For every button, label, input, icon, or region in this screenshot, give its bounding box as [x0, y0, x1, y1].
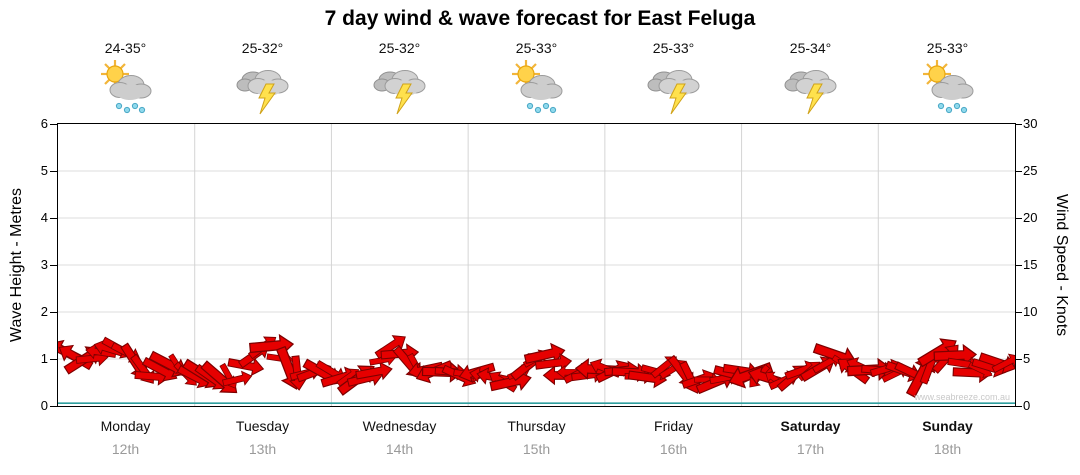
- axis-tick-mark-left: [50, 265, 57, 266]
- rain-drops-icon: [115, 102, 145, 114]
- axis-tick-mark-right: [1015, 312, 1022, 313]
- day-date: 12th: [111, 441, 140, 457]
- day-date-row: 12th 13th 14th 15th 16th 17th 18th: [57, 441, 1016, 457]
- wind-arrow: [227, 357, 265, 377]
- weather-icon: [331, 58, 468, 118]
- axis-tick-label-left: 5: [40, 163, 48, 178]
- temperature-range: 25-33°: [515, 40, 558, 56]
- weather-icon: [468, 58, 605, 118]
- wind-arrow: [933, 343, 978, 367]
- cloud-lightning-icon: [236, 70, 288, 115]
- wind-arrow: [534, 352, 573, 372]
- axis-tick-label-right: 30: [1023, 116, 1038, 131]
- sun-cloud-rain-icon: [922, 60, 973, 114]
- axis-tick-mark-right: [1015, 218, 1022, 219]
- axis-tick-mark-left: [50, 171, 57, 172]
- axis-tick-mark-left: [50, 359, 57, 360]
- cloud-icon: [109, 75, 151, 100]
- axis-tick-mark-right: [1015, 265, 1022, 266]
- axis-tick-label-right: 10: [1023, 304, 1038, 319]
- cloud-lightning-icon: [784, 70, 836, 115]
- temperature-row: 24-35° 25-32° 25-32° 25-33° 25-33° 25-34…: [57, 40, 1016, 56]
- day-date: 13th: [248, 441, 277, 457]
- axis-tick-mark-right: [1015, 124, 1022, 125]
- day-date: 16th: [659, 441, 688, 457]
- temperature-range: 25-33°: [652, 40, 695, 56]
- cloud-icon: [931, 75, 973, 100]
- day-date: 14th: [385, 441, 414, 457]
- right-axis-label: Wind Speed - Knots: [1053, 193, 1070, 337]
- weather-icon: [57, 58, 194, 118]
- day-name: Monday: [100, 418, 151, 434]
- temperature-range: 25-33°: [926, 40, 969, 56]
- axis-tick-label-left: 4: [40, 210, 48, 225]
- lightning-bolt-icon: [668, 83, 687, 115]
- weather-icon: [879, 58, 1016, 118]
- axis-tick-mark-right: [1015, 359, 1022, 360]
- axis-tick-label-left: 2: [40, 304, 48, 319]
- weather-icon: [194, 58, 331, 118]
- weather-icon-row: [57, 58, 1016, 118]
- day-date: 15th: [522, 441, 551, 457]
- axis-tick-label-left: 0: [40, 398, 48, 413]
- temperature-range: 25-32°: [378, 40, 421, 56]
- axis-tick-label-right: 25: [1023, 163, 1038, 178]
- axis-tick-label-right: 15: [1023, 257, 1038, 272]
- day-date: 17th: [796, 441, 825, 457]
- day-name: Friday: [654, 418, 693, 434]
- axis-tick-mark-left: [50, 218, 57, 219]
- sun-cloud-rain-icon: [100, 60, 151, 114]
- lightning-bolt-icon: [257, 83, 276, 115]
- wind-arrow: [221, 370, 253, 387]
- sun-cloud-rain-icon: [511, 60, 562, 114]
- lightning-bolt-icon: [394, 83, 413, 115]
- axis-tick-label-left: 3: [40, 257, 48, 272]
- cloud-icon: [795, 70, 836, 96]
- axis-tick-label-right: 5: [1023, 351, 1031, 366]
- day-date: 18th: [933, 441, 962, 457]
- axis-tick-label-left: 6: [40, 116, 48, 131]
- wind-arrow: [355, 361, 393, 381]
- axis-tick-mark-left: [50, 406, 57, 407]
- watermark: www.seabreeze.com.au: [914, 392, 1010, 402]
- day-name: Saturday: [780, 418, 841, 434]
- axis-tick-label-left: 1: [40, 351, 48, 366]
- day-name: Tuesday: [235, 418, 290, 434]
- day-name: Thursday: [507, 418, 566, 434]
- page-title: 7 day wind & wave forecast for East Felu…: [324, 7, 756, 30]
- rain-drops-icon: [937, 102, 967, 114]
- plot-area: [57, 123, 1016, 407]
- temperature-range: 25-32°: [241, 40, 284, 56]
- rain-drops-icon: [526, 102, 556, 114]
- wind-arrow: [991, 353, 1015, 374]
- axis-tick-mark-right: [1015, 171, 1022, 172]
- temperature-range: 24-35°: [104, 40, 147, 56]
- axis-tick-label-right: 20: [1023, 210, 1038, 225]
- wind-wave-plot: [58, 124, 1015, 406]
- lightning-bolt-icon: [805, 83, 824, 115]
- day-name-row: Monday Tuesday Wednesday Thursday Friday…: [57, 418, 1016, 434]
- cloud-lightning-icon: [373, 70, 425, 115]
- day-name: Wednesday: [362, 418, 437, 434]
- cloud-lightning-icon: [647, 70, 699, 115]
- cloud-icon: [658, 70, 699, 96]
- temperature-range: 25-34°: [789, 40, 832, 56]
- axis-tick-mark-left: [50, 312, 57, 313]
- weather-icon: [742, 58, 879, 118]
- axis-tick-label-right: 0: [1023, 398, 1031, 413]
- cloud-icon: [520, 75, 562, 100]
- axis-tick-mark-left: [50, 124, 57, 125]
- weather-icon: [605, 58, 742, 118]
- day-name: Sunday: [922, 418, 973, 434]
- axis-tick-mark-right: [1015, 406, 1022, 407]
